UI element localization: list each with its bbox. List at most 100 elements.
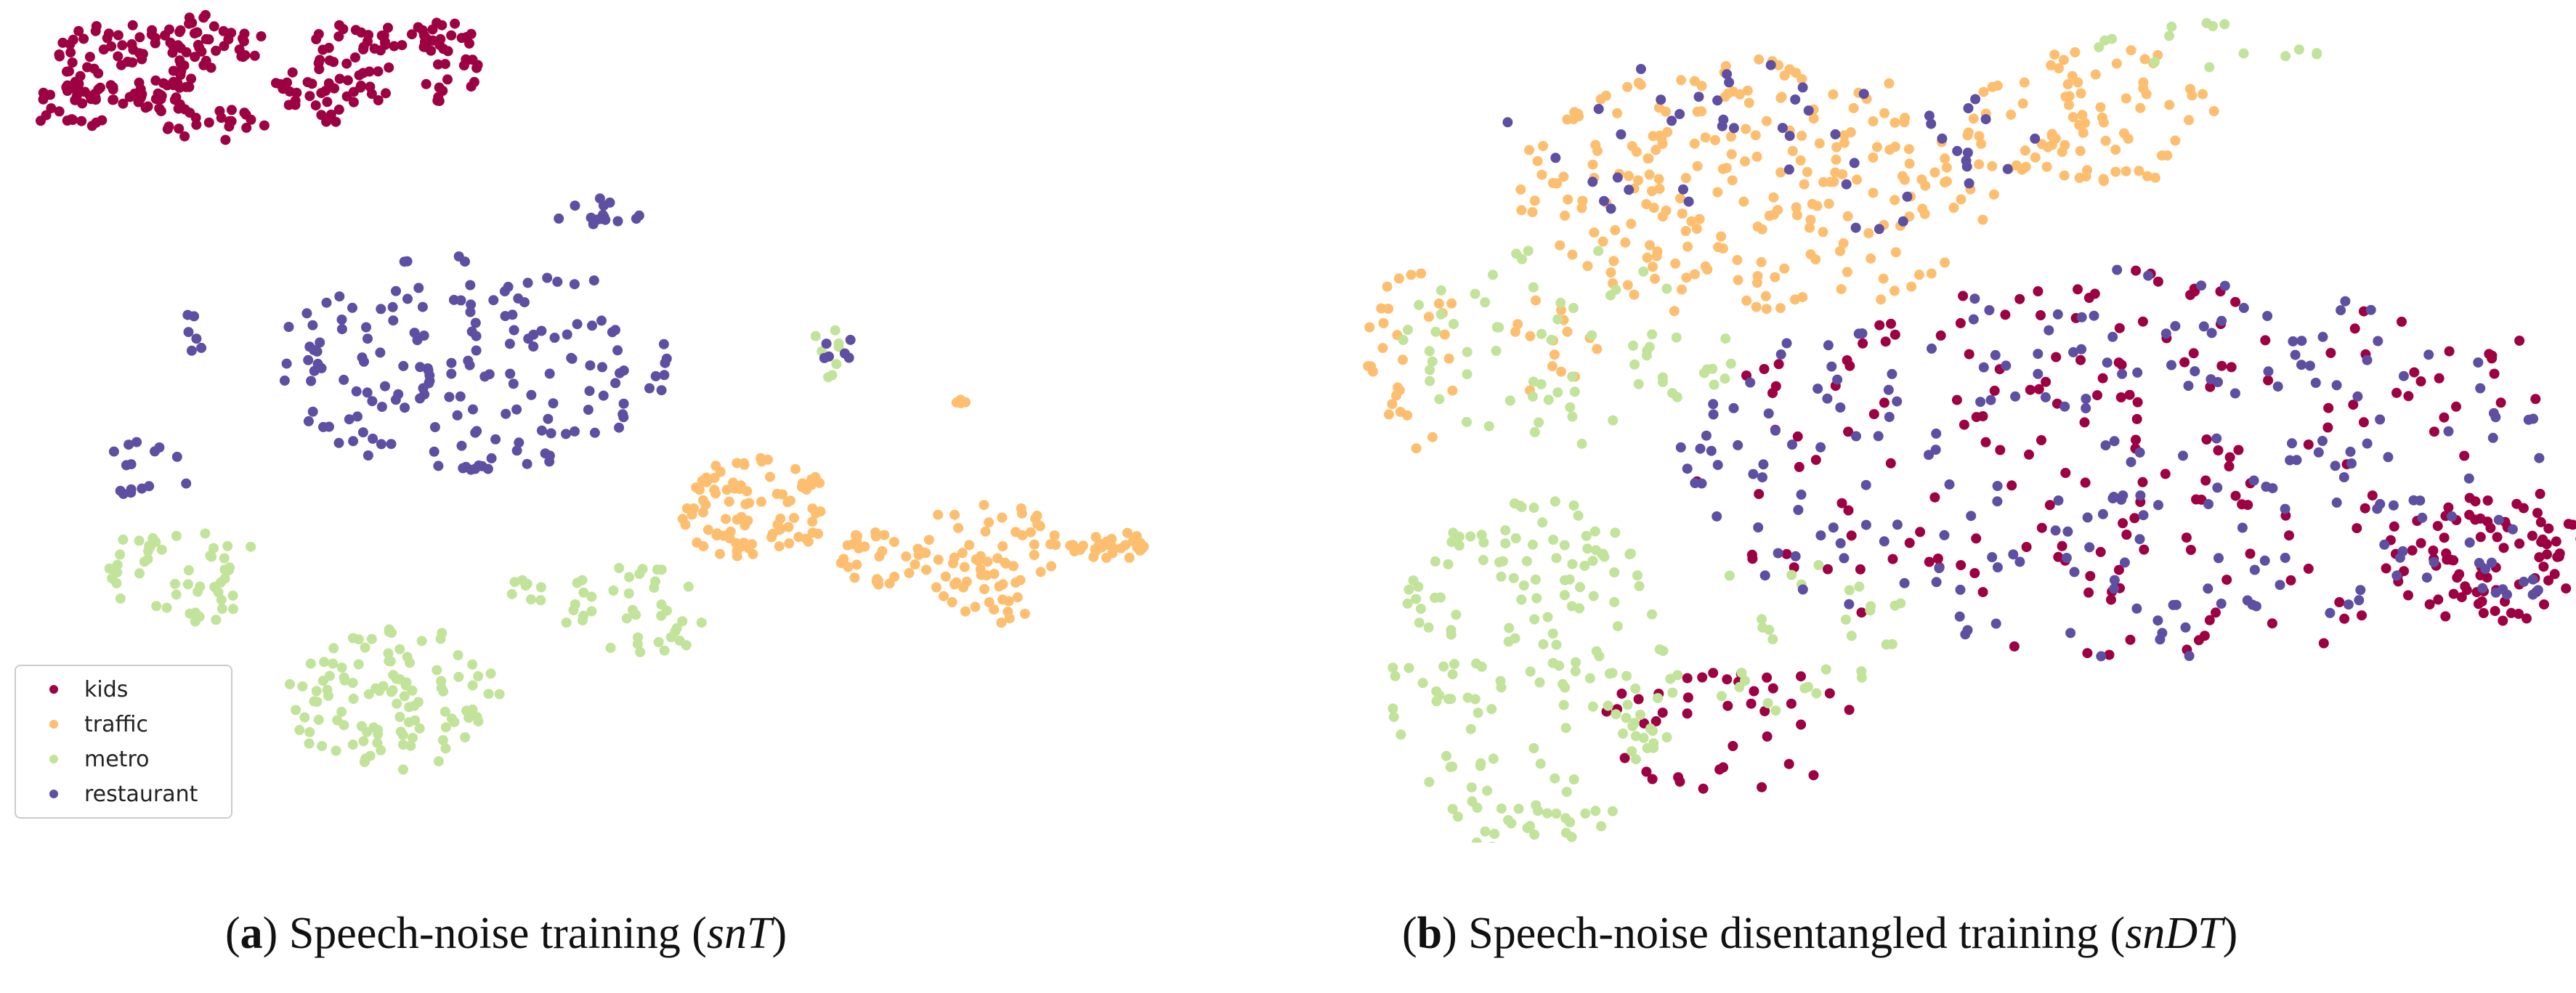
point-restaurant (2379, 539, 2390, 550)
point-restaurant (2010, 391, 2021, 402)
point-traffic (1648, 203, 1659, 214)
point-kids (1885, 458, 1896, 469)
point-metro (1513, 803, 1524, 814)
point-kids (1781, 548, 1792, 559)
point-restaurant (2065, 628, 2076, 639)
point-traffic (1818, 177, 1828, 187)
point-traffic (1740, 156, 1750, 167)
point-kids (421, 78, 432, 89)
point-kids (2082, 648, 2093, 659)
point-traffic (1651, 251, 1662, 262)
point-restaurant (508, 378, 519, 389)
point-metro (535, 595, 546, 606)
point-restaurant (2391, 570, 2402, 581)
point-kids (2538, 562, 2549, 572)
point-traffic (1903, 144, 1914, 155)
point-metro (304, 738, 315, 749)
point-kids (1977, 587, 1988, 598)
point-traffic (1676, 75, 1687, 86)
point-metro (195, 581, 206, 592)
point-restaurant (1781, 338, 1792, 349)
point-traffic (1433, 298, 1444, 309)
point-metro (1854, 581, 1865, 592)
point-restaurant (2362, 438, 2373, 449)
point-restaurant (548, 398, 559, 409)
point-metro (1622, 700, 1633, 710)
point-kids (154, 103, 165, 114)
point-traffic (1686, 216, 1697, 227)
point-restaurant (2417, 512, 2428, 523)
point-traffic (1045, 539, 1056, 550)
point-metro (1658, 376, 1668, 387)
point-restaurant (542, 272, 553, 283)
point-traffic (1677, 208, 1688, 219)
point-metro (1609, 596, 1620, 607)
point-kids (2113, 564, 2124, 575)
point-restaurant (486, 453, 497, 463)
point-traffic (1393, 382, 1403, 393)
point-restaurant (108, 446, 119, 457)
point-metro (112, 567, 123, 577)
point-restaurant (452, 410, 463, 421)
point-traffic (1839, 130, 1850, 141)
point-metro (1496, 803, 1507, 814)
point-traffic (1524, 145, 1535, 155)
point-restaurant (660, 357, 671, 368)
point-restaurant (543, 413, 554, 424)
point-traffic (1029, 539, 1040, 550)
point-metro (1536, 378, 1547, 389)
point-traffic (732, 546, 742, 556)
point-restaurant (1963, 103, 1974, 113)
point-traffic (1863, 228, 1874, 238)
point-restaurant (1826, 361, 1837, 372)
point-metro (2204, 62, 2215, 73)
point-restaurant (2287, 438, 2297, 449)
point-traffic (1382, 281, 1393, 292)
point-metro (1398, 335, 1409, 345)
point-traffic (1558, 171, 1569, 182)
point-restaurant (2229, 388, 2240, 399)
point-traffic (715, 548, 725, 559)
point-kids (2190, 286, 2200, 297)
point-kids (2036, 310, 2046, 320)
point-restaurant (171, 451, 182, 462)
point-restaurant (1803, 105, 1814, 116)
point-metro (1575, 582, 1585, 593)
point-restaurant (1777, 123, 1788, 134)
point-restaurant (1815, 530, 1826, 541)
point-kids (150, 75, 161, 86)
point-traffic (1562, 326, 1573, 337)
point-restaurant (2081, 394, 2091, 404)
point-metro (1478, 555, 1489, 565)
point-metro (183, 565, 194, 576)
point-traffic (2134, 166, 2144, 177)
point-metro (134, 568, 145, 579)
point-metro (1546, 334, 1557, 345)
point-metro (650, 576, 660, 587)
point-metro (453, 649, 463, 660)
point-traffic (2164, 100, 2175, 110)
point-metro (1605, 290, 1616, 301)
point-restaurant (1612, 172, 1623, 183)
point-restaurant (1961, 155, 1972, 166)
point-traffic (960, 606, 971, 617)
point-restaurant (2398, 370, 2409, 381)
point-metro (386, 686, 397, 697)
point-metro (1396, 729, 1406, 740)
point-metro (388, 670, 399, 681)
point-kids (1767, 388, 1778, 399)
point-kids (2563, 519, 2574, 530)
point-kids (184, 12, 195, 23)
point-traffic (884, 578, 895, 589)
caption-b-close: ) (2222, 909, 2238, 958)
point-metro (398, 764, 408, 775)
point-restaurant (1978, 362, 1989, 373)
point-metro (405, 740, 416, 751)
point-kids (2498, 543, 2509, 554)
caption-a-text: Speech-noise training ( (288, 909, 707, 958)
point-metro (1630, 731, 1641, 742)
point-restaurant (598, 200, 609, 211)
point-metro (1446, 537, 1457, 548)
point-metro (656, 599, 667, 610)
point-traffic (1377, 343, 1388, 354)
